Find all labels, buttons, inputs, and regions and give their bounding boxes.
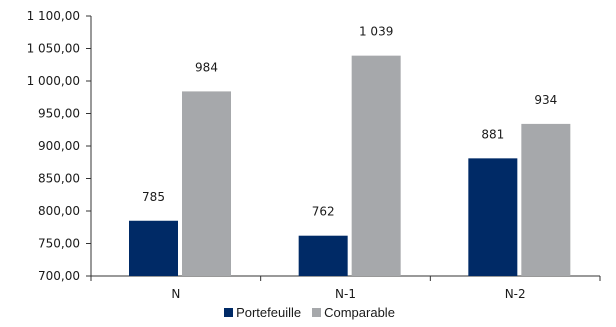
data-label-comparable-n: 984 [195,60,218,74]
y-tick-label: 900,00 [38,139,80,153]
legend-label-portefeuille: Portefeuille [236,304,302,320]
legend-swatch-comparable [312,307,322,317]
y-tick-label: 800,00 [38,204,80,218]
bar-comparable-n-1 [351,55,401,277]
y-tick-label: 1 100,00 [27,9,80,23]
y-tick-label: 1 000,00 [27,74,80,88]
data-label-comparable-n-2: 934 [534,93,557,107]
x-category-label: N [171,287,180,301]
legend-swatch-portefeuille [224,307,234,317]
data-label-comparable-n-1: 1 039 [359,25,393,39]
legend: Portefeuille Comparable [0,303,616,321]
legend-item-comparable: Comparable [312,305,395,320]
x-axis-categories: N N-1 N-2 [171,287,525,301]
bar-comparable-n [182,91,231,277]
legend-item-portefeuille: Portefeuille [224,305,301,320]
data-label-portefeuille-n-1: 762 [312,205,335,219]
x-category-label: N-1 [335,287,356,301]
data-labels: 785 984 762 1 039 881 934 [142,25,557,219]
bars [129,55,571,277]
y-axis-ticks: 700,00 750,00 800,00 850,00 900,00 950,00 1 00… [27,9,91,283]
y-tick-label: 700,00 [38,269,80,283]
legend-label-comparable: Comparable [324,304,395,320]
y-tick-label: 1 050,00 [27,42,80,56]
bar-portefeuille-n-1 [298,235,348,276]
data-label-portefeuille-n: 785 [142,190,165,204]
y-tick-label: 850,00 [38,172,80,186]
data-label-portefeuille-n-2: 881 [481,127,504,141]
y-tick-label: 950,00 [38,107,80,121]
x-category-label: N-2 [505,287,526,301]
bar-portefeuille-n-2 [468,158,518,276]
bar-comparable-n-2 [521,123,571,277]
y-tick-label: 750,00 [38,237,80,251]
bar-portefeuille-n [129,220,178,276]
